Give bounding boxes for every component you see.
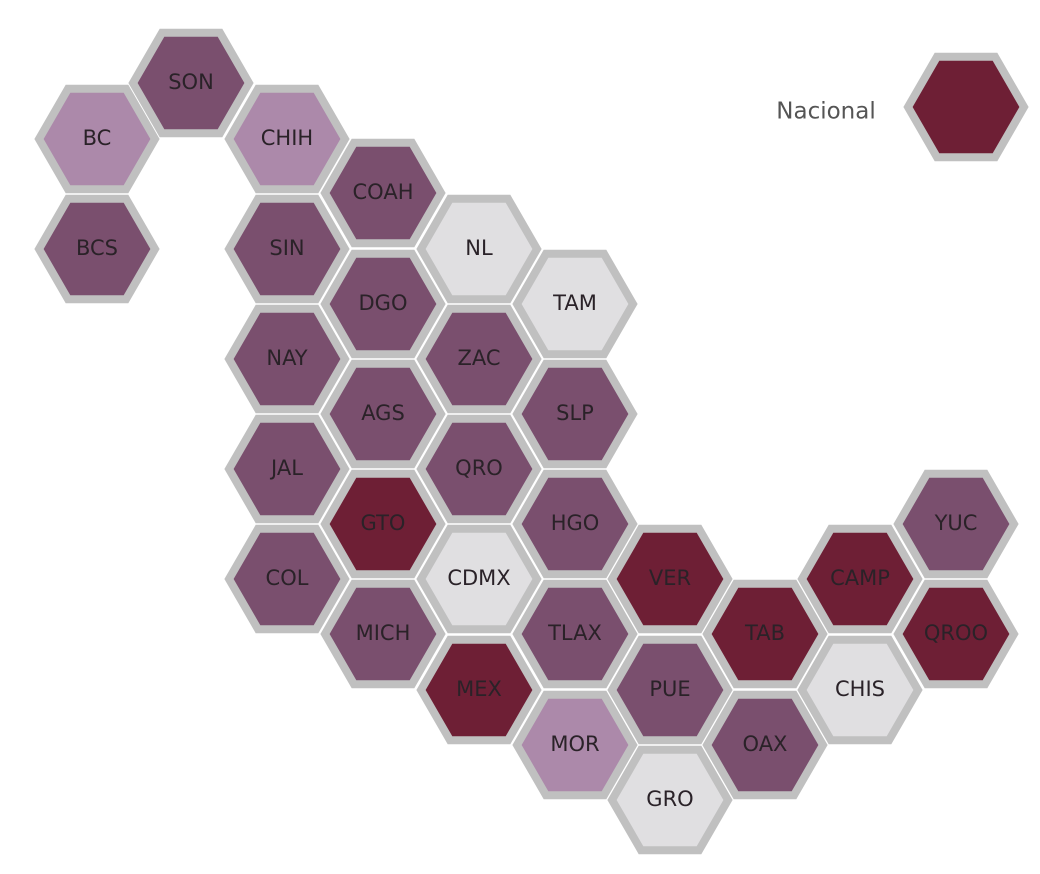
state-hex — [512, 359, 638, 469]
state-label: TLAX — [547, 621, 602, 645]
state-hex — [416, 194, 542, 304]
state-hex — [320, 579, 446, 689]
state-hex — [320, 359, 446, 469]
state-label: COAH — [353, 180, 414, 204]
state-label: ZAC — [457, 346, 500, 370]
state-hex — [128, 28, 254, 138]
legend-label: Nacional — [776, 99, 875, 125]
state-label: TAM — [552, 291, 597, 315]
state-label: GTO — [361, 511, 406, 535]
state-hex — [797, 524, 923, 634]
state-hex — [702, 690, 828, 800]
state-label: HGO — [551, 511, 600, 535]
state-label: GRO — [646, 787, 693, 811]
state-label: CHIH — [261, 126, 313, 150]
state-label: OAX — [743, 732, 788, 756]
state-hex — [893, 579, 1019, 689]
state-hex — [607, 745, 733, 855]
state-hex — [224, 524, 350, 634]
state-label: CAMP — [830, 566, 890, 590]
state-hex — [893, 469, 1019, 579]
state-label: NAY — [266, 346, 307, 370]
state-label: YUC — [934, 511, 978, 535]
state-label: DGO — [359, 291, 408, 315]
state-hex — [512, 249, 638, 359]
state-label: JAL — [269, 456, 303, 480]
state-label: BC — [83, 126, 112, 150]
state-label: SLP — [556, 401, 594, 425]
state-hex — [512, 469, 638, 579]
state-hex — [512, 690, 638, 800]
state-hex — [34, 194, 160, 304]
legend-hex — [903, 52, 1029, 162]
state-label: AGS — [361, 401, 405, 425]
state-hex — [224, 414, 350, 524]
state-label: QROO — [924, 621, 988, 645]
state-hex — [224, 84, 350, 194]
state-label: BCS — [76, 236, 118, 260]
state-hex — [416, 635, 542, 745]
state-label: COL — [266, 566, 309, 590]
state-hex — [320, 249, 446, 359]
state-hex — [702, 579, 828, 689]
state-hex — [224, 194, 350, 304]
state-label: SON — [168, 70, 214, 94]
state-hex — [797, 635, 923, 745]
state-label: CDMX — [447, 566, 510, 590]
state-label: TAB — [744, 621, 785, 645]
state-hex — [320, 469, 446, 579]
state-label: VER — [649, 566, 691, 590]
state-label: CHIS — [835, 677, 885, 701]
state-label: QRO — [455, 456, 503, 480]
state-label: MEX — [456, 677, 502, 701]
state-hex — [224, 304, 350, 414]
state-hex — [607, 635, 733, 745]
state-label: NL — [465, 236, 493, 260]
state-hex — [320, 138, 446, 248]
state-hex — [416, 304, 542, 414]
state-label: PUE — [649, 677, 690, 701]
state-label: SIN — [269, 236, 304, 260]
state-hex — [34, 84, 160, 194]
state-label: MOR — [550, 732, 599, 756]
state-hex — [416, 414, 542, 524]
state-hex — [512, 579, 638, 689]
state-hex — [607, 524, 733, 634]
state-hex — [416, 524, 542, 634]
state-label: MICH — [356, 621, 411, 645]
